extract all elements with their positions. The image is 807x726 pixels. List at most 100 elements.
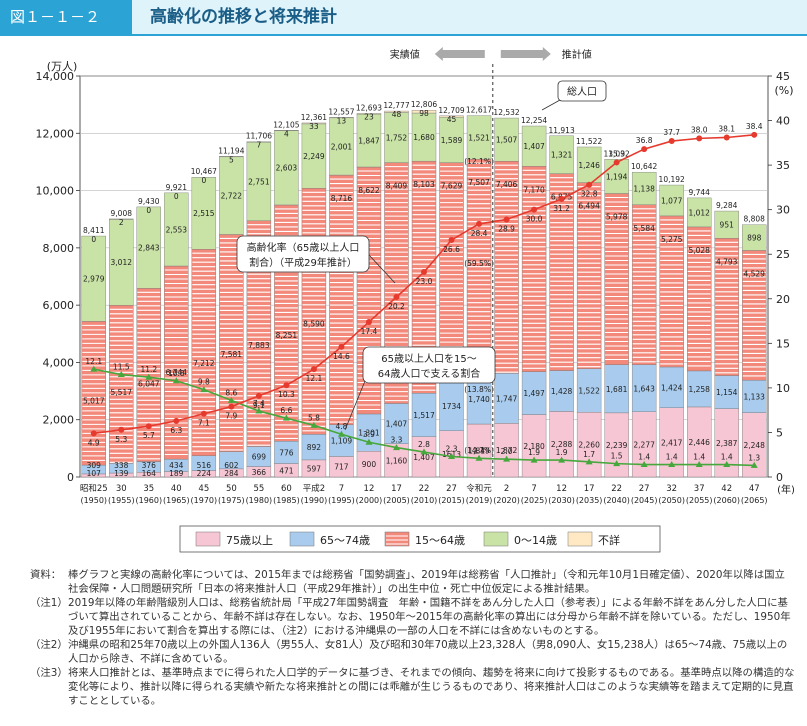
- bar-segment: [329, 117, 354, 119]
- bar-segment: [714, 375, 739, 409]
- support-ratio-marker: [420, 448, 428, 455]
- aging-rate-label: 38.4: [746, 122, 763, 131]
- support-ratio-marker: [310, 421, 318, 428]
- projection-arrow: [500, 47, 551, 61]
- right-tick-label: 0: [776, 471, 783, 484]
- label-unknown: 5: [229, 155, 234, 164]
- label-65-74: 892: [307, 443, 322, 452]
- label-65-74: 1,522: [578, 386, 600, 395]
- label-75-plus: 2,180: [523, 442, 545, 451]
- x-tick-era: 42: [721, 484, 732, 494]
- label-15-64: 7,212: [193, 359, 215, 368]
- label-65-74: 338: [114, 461, 129, 470]
- aging-rate-label: 20.2: [388, 302, 405, 311]
- actual-arrow: [434, 47, 485, 61]
- x-tick-era: 7: [339, 484, 344, 494]
- label-unknown: 0: [146, 206, 151, 215]
- note-item: （注2） 沖縄県の昭和25年70歳以上の外国人136人（男55人、女81人）及び昭…: [30, 638, 795, 666]
- x-tick-year: (1970): [191, 496, 218, 505]
- support-ratio-marker: [365, 438, 373, 445]
- label-unknown: 4: [284, 129, 289, 138]
- bar-segment: [301, 188, 327, 435]
- support-ratio-marker: [695, 461, 703, 468]
- label-0-14: 1,077: [661, 196, 683, 205]
- label-15-64: 8,622: [358, 186, 380, 195]
- label-unknown: 7: [256, 141, 261, 150]
- x-tick-year: (2045): [631, 496, 658, 505]
- aging-rate-marker: [448, 236, 455, 243]
- label-75-plus: 2,387: [716, 439, 738, 448]
- support-ratio-label: 3.3: [391, 436, 403, 445]
- support-ratio-marker: [117, 371, 125, 378]
- x-tick-era: 47: [749, 484, 760, 494]
- label-total: 8,808: [743, 215, 765, 224]
- bar-segment: [301, 123, 327, 189]
- bar-segment: [742, 379, 767, 413]
- label-75-plus: 189: [169, 469, 184, 478]
- aging-rate-label: 5.7: [143, 431, 155, 440]
- label-0-14: 3,012: [111, 258, 133, 267]
- aging-rate-label: 17.4: [361, 327, 378, 336]
- bar-segment: [659, 184, 684, 217]
- x-tick-year: (1975): [218, 496, 245, 505]
- label-65-74: 1734: [442, 402, 461, 411]
- label-total: 11,522: [576, 137, 602, 146]
- bar-segment: [191, 176, 217, 250]
- label-15-64: 6,047: [138, 380, 160, 389]
- support-ratio-marker: [750, 461, 758, 468]
- label-65-74: 1,407: [386, 420, 408, 429]
- x-tick-year: (1980): [246, 496, 273, 505]
- label-15-64: 7,581: [221, 350, 243, 359]
- note-label: （注2）: [30, 639, 68, 651]
- aging-rate-marker: [118, 426, 125, 433]
- label-total: 9,284: [716, 201, 738, 210]
- x-tick-year: (2040): [603, 496, 630, 505]
- label-0-14: 2,515: [193, 209, 215, 218]
- x-tick-year: (1955): [108, 496, 135, 505]
- aging-rate-label: 10.3: [278, 390, 295, 399]
- label-75-plus: 471: [279, 466, 294, 475]
- support-ratio-label: 1.3: [748, 453, 760, 462]
- aging-rate-marker: [558, 195, 565, 202]
- support-ratio-label: 11.5: [113, 363, 130, 372]
- label-0-14: 1,507: [496, 136, 518, 145]
- projection-label: 推計値: [562, 48, 592, 61]
- support-ratio-marker: [613, 460, 621, 467]
- label-0-14: 2,722: [221, 191, 243, 200]
- bar-segment: [439, 115, 464, 118]
- bar-segment: [659, 366, 684, 408]
- label-15-64: 7,883: [248, 341, 270, 350]
- bar-segment: [411, 110, 437, 114]
- label-15-64: 6,744: [166, 368, 188, 377]
- support-ratio-label: 2.3: [446, 445, 458, 454]
- right-tick-label: 35: [776, 159, 790, 172]
- x-tick-era: 27: [639, 484, 650, 494]
- aging-rate-label: 36.8: [636, 136, 653, 145]
- label-15-64: 5,584: [633, 224, 655, 233]
- left-tick-label: 6,000: [43, 299, 75, 312]
- x-tick-year: (1950): [80, 496, 107, 505]
- support-ratio-label: 2.1: [473, 446, 485, 455]
- label-75-plus: 1,849: [468, 447, 490, 456]
- x-tick-year: (1990): [301, 496, 328, 505]
- x-tick-year: (2019): [466, 496, 493, 505]
- x-tick-era: 60: [281, 484, 292, 494]
- label-0-14: 2,979: [83, 275, 105, 284]
- label-total: 10,642: [631, 162, 657, 171]
- label-15-64: 5,275: [661, 235, 683, 244]
- label-65-74: 1,740: [468, 395, 490, 404]
- label-total: 12,532: [493, 108, 519, 117]
- aging-rate-label: 9.1: [253, 401, 265, 410]
- aging-rate-marker: [310, 366, 317, 373]
- label-0-14: 1,138: [633, 184, 655, 193]
- support-ratio-marker: [145, 373, 153, 380]
- left-tick-label: 10,000: [36, 185, 75, 198]
- support-ratio-label: 3.9: [363, 430, 375, 439]
- aging-rate-label: 31.2: [553, 204, 570, 213]
- support-ratio-marker: [640, 461, 648, 468]
- x-tick-year: (2030): [548, 496, 575, 505]
- label-15-64: 7,406: [496, 180, 518, 189]
- x-tick-year: (2055): [686, 496, 713, 505]
- aging-rate-marker: [173, 417, 180, 424]
- x-tick-era: 55: [253, 484, 264, 494]
